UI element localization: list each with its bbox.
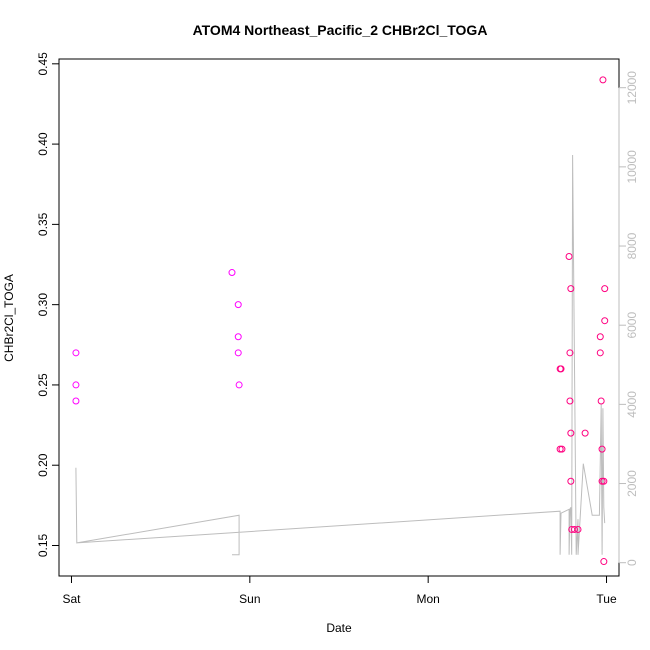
data-point bbox=[596, 349, 604, 357]
data-point bbox=[598, 445, 606, 453]
x-axis-label: Date bbox=[326, 621, 352, 635]
y-axis-label: CHBr2Cl_TOGA bbox=[2, 274, 16, 362]
y-tick-label: 0.25 bbox=[36, 373, 50, 397]
data-point bbox=[234, 349, 242, 357]
y-tick-label: 0.45 bbox=[36, 52, 50, 76]
x-tick-label: Sun bbox=[239, 592, 260, 606]
data-point bbox=[234, 301, 242, 309]
data-point bbox=[597, 397, 605, 405]
data-point bbox=[600, 477, 608, 485]
data-point bbox=[600, 558, 608, 566]
y-tick-label: 0.40 bbox=[36, 132, 50, 156]
y-tick-label: 0.35 bbox=[36, 212, 50, 236]
data-point bbox=[570, 525, 578, 533]
y2-tick-label: 4000 bbox=[625, 391, 639, 418]
y2-tick-label: 6000 bbox=[625, 312, 639, 339]
data-point bbox=[574, 525, 582, 533]
data-point bbox=[565, 252, 573, 260]
y-axis: 0.15 0.20 0.25 0.30 0.35 0.40 0.45 bbox=[36, 52, 60, 557]
altitude-line bbox=[75, 154, 606, 556]
y-tick-label: 0.20 bbox=[36, 453, 50, 477]
data-point bbox=[557, 365, 565, 373]
data-point bbox=[567, 429, 575, 437]
data-point bbox=[567, 285, 575, 293]
y2-tick-label: 10000 bbox=[625, 150, 639, 184]
x-tick-label: Tue bbox=[596, 592, 617, 606]
data-point bbox=[228, 269, 236, 277]
data-point bbox=[566, 349, 574, 357]
points-series bbox=[72, 76, 609, 566]
x-tick-label: Sat bbox=[62, 592, 81, 606]
data-point bbox=[601, 317, 609, 325]
data-point bbox=[581, 429, 589, 437]
data-point bbox=[566, 397, 574, 405]
y2-axis: 0 2000 4000 6000 8000 10000 12000 bbox=[618, 71, 639, 566]
data-point bbox=[601, 285, 609, 293]
x-tick-label: Mon bbox=[417, 592, 440, 606]
y-tick-label: 0.15 bbox=[36, 533, 50, 557]
y2-tick-label: 0 bbox=[625, 559, 639, 566]
y-tick-label: 0.30 bbox=[36, 293, 50, 317]
y2-tick-label: 2000 bbox=[625, 470, 639, 497]
data-point bbox=[72, 397, 80, 405]
x-axis: Sat Sun Mon Tue bbox=[62, 575, 617, 606]
y2-tick-label: 8000 bbox=[625, 232, 639, 259]
y2-tick-label: 12000 bbox=[625, 71, 639, 105]
data-point bbox=[567, 477, 575, 485]
altitude-series bbox=[75, 154, 606, 556]
chart-title: ATOM4 Northeast_Pacific_2 CHBr2Cl_TOGA bbox=[193, 22, 488, 38]
data-point bbox=[235, 381, 243, 389]
data-point bbox=[72, 381, 80, 389]
data-point bbox=[599, 76, 607, 84]
data-point bbox=[558, 445, 566, 453]
data-point bbox=[234, 333, 242, 341]
plot-frame bbox=[58, 58, 620, 577]
data-point bbox=[72, 349, 80, 357]
data-point bbox=[596, 333, 604, 341]
